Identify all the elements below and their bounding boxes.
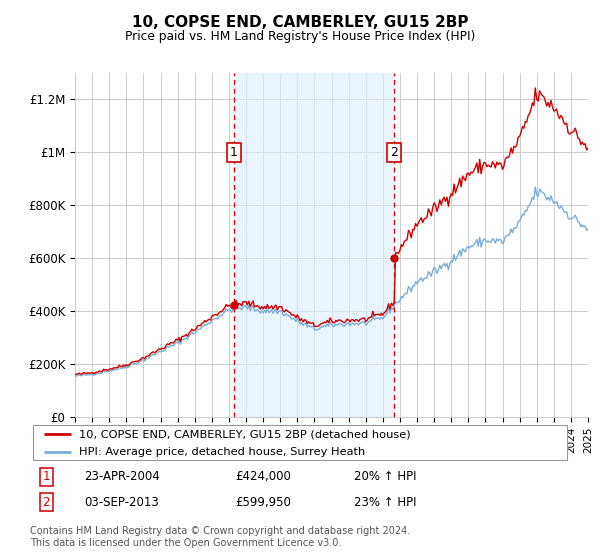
Text: 10, COPSE END, CAMBERLEY, GU15 2BP: 10, COPSE END, CAMBERLEY, GU15 2BP [132,15,468,30]
Text: £599,950: £599,950 [235,496,291,508]
Text: 23-APR-2004: 23-APR-2004 [84,470,160,483]
Text: 20% ↑ HPI: 20% ↑ HPI [354,470,416,483]
Text: 23% ↑ HPI: 23% ↑ HPI [354,496,416,508]
Text: 10, COPSE END, CAMBERLEY, GU15 2BP (detached house): 10, COPSE END, CAMBERLEY, GU15 2BP (deta… [79,429,410,439]
Text: HPI: Average price, detached house, Surrey Heath: HPI: Average price, detached house, Surr… [79,447,365,457]
FancyBboxPatch shape [33,426,568,460]
Text: This data is licensed under the Open Government Licence v3.0.: This data is licensed under the Open Gov… [30,538,341,548]
Text: Contains HM Land Registry data © Crown copyright and database right 2024.: Contains HM Land Registry data © Crown c… [30,526,410,536]
Text: 2: 2 [391,146,398,159]
Text: £424,000: £424,000 [235,470,291,483]
Text: 03-SEP-2013: 03-SEP-2013 [84,496,159,508]
Text: Price paid vs. HM Land Registry's House Price Index (HPI): Price paid vs. HM Land Registry's House … [125,30,475,43]
Text: 1: 1 [43,470,50,483]
Text: 2: 2 [43,496,50,508]
Text: 1: 1 [230,146,238,159]
Bar [234,73,394,417]
